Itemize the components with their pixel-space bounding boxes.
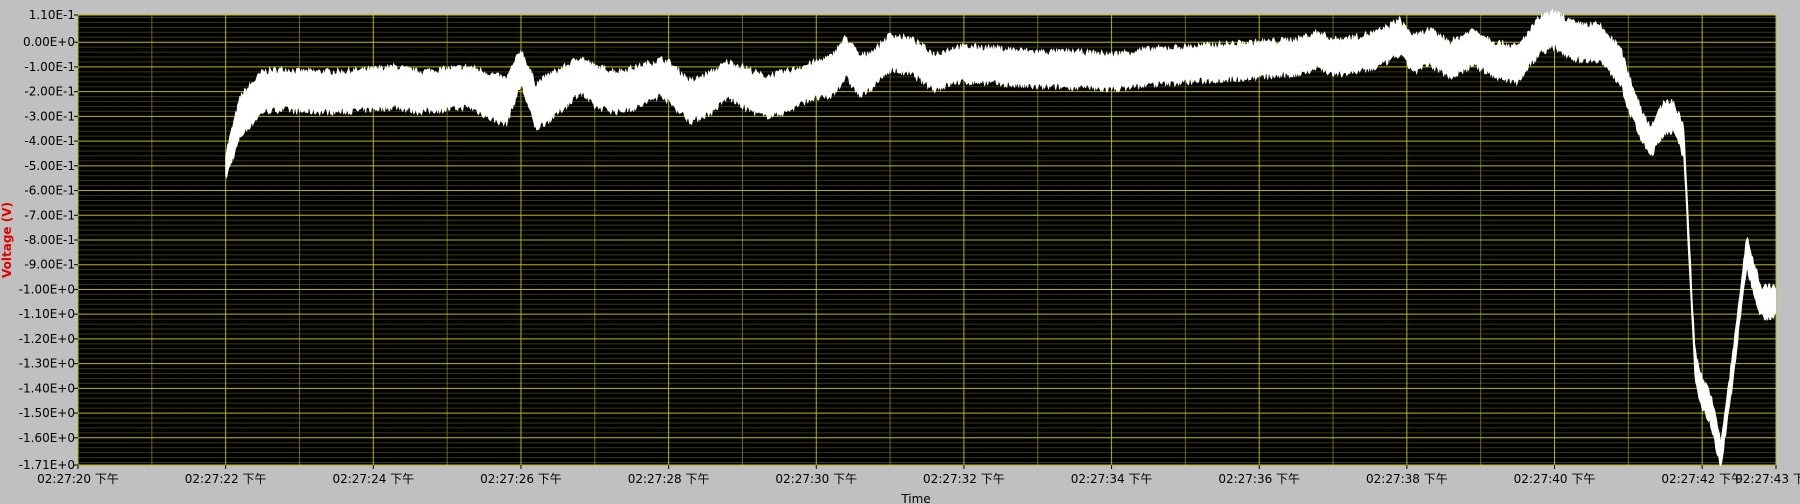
x-tick-label: 02:27:24 下午 [332, 472, 414, 486]
x-tick-label: 02:27:38 下午 [1366, 472, 1448, 486]
x-tick-label: 02:27:40 下午 [1514, 472, 1596, 486]
x-tick-label: 02:27:43 下午 [1735, 472, 1800, 486]
y-tick-label: -1.71E+0 [19, 458, 75, 472]
y-tick-label: -1.40E+0 [19, 381, 75, 395]
x-tick-label: 02:27:30 下午 [775, 472, 857, 486]
trace-layer [225, 8, 1777, 467]
y-tick-label: -1.20E+0 [19, 332, 75, 346]
major-grid [77, 14, 1777, 466]
voltage-trace [225, 8, 1777, 467]
y-axis-tick-labels: 1.10E-1 0.00E+0 -1.00E-1 -2.00E-1 -3.00E-1 -4… [19, 8, 78, 472]
x-tick-label: 02:27:20 下午 [37, 472, 119, 486]
y-tick-label: -1.60E+0 [19, 431, 75, 445]
y-tick-label: -4.00E-1 [24, 134, 75, 148]
x-tick-label: 02:27:32 下午 [923, 472, 1005, 486]
y-tick-label: -1.00E+0 [19, 282, 75, 296]
x-tick-label: 02:27:22 下午 [185, 472, 267, 486]
x-tick-label: 02:27:36 下午 [1218, 472, 1300, 486]
y-tick-label: -7.00E-1 [24, 208, 75, 222]
y-tick-label: 0.00E+0 [23, 35, 75, 49]
x-tick-label: 02:27:26 下午 [480, 472, 562, 486]
y-tick-label: -9.00E-1 [24, 258, 75, 272]
y-tick-label: -1.30E+0 [19, 357, 75, 371]
y-tick-label: -1.00E-1 [24, 60, 75, 74]
y-tick-label: -6.00E-1 [24, 184, 75, 198]
x-axis-label: Time [900, 492, 930, 504]
x-tick-label: 02:27:34 下午 [1071, 472, 1153, 486]
y-tick-label: -3.00E-1 [24, 109, 75, 123]
x-tick-label: 02:27:28 下午 [628, 472, 710, 486]
x-axis-tick-labels: 02:27:20 下午 02:27:22 下午 02:27:24 下午 02:27:2… [37, 465, 1800, 486]
x-tick-label: 02:27:42 下午 [1661, 472, 1743, 486]
y-tick-label: -1.10E+0 [19, 307, 75, 321]
y-axis-label: Voltage (V) [0, 202, 14, 278]
y-tick-label: -2.00E-1 [24, 85, 75, 99]
y-tick-label: 1.10E-1 [29, 8, 75, 22]
y-tick-label: -5.00E-1 [24, 159, 75, 173]
y-tick-label: -8.00E-1 [24, 233, 75, 247]
y-tick-label: -1.50E+0 [19, 406, 75, 420]
